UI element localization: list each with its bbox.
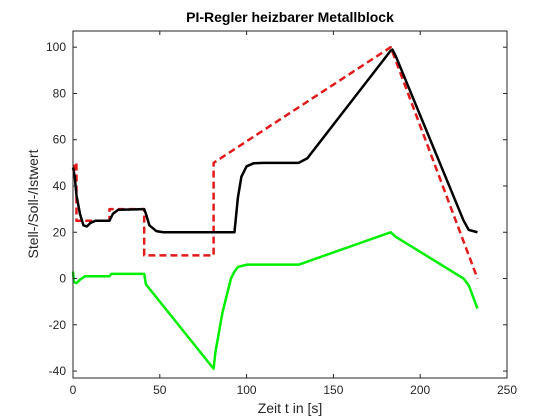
y-tick-label: -40 — [49, 364, 67, 378]
x-tick-label: 150 — [323, 383, 343, 397]
x-tick-label: 100 — [237, 383, 257, 397]
series-line-control — [71, 231, 479, 370]
plot-area — [73, 31, 507, 378]
series-layer — [71, 45, 479, 370]
series-line-setpoint — [73, 45, 479, 279]
y-tick-label: 0 — [59, 272, 66, 286]
y-tick-label: 80 — [53, 86, 67, 100]
chart-title: PI-Regler heizbarer Metallblock — [186, 9, 394, 25]
y-tick-label: -20 — [49, 318, 67, 332]
x-tick-label: 200 — [410, 383, 430, 397]
y-tick-label: 40 — [53, 179, 67, 193]
axes-box — [72, 30, 508, 379]
y-tick-label: 100 — [46, 40, 66, 54]
series-line-actual — [71, 48, 478, 234]
x-tick-label: 0 — [70, 383, 77, 397]
y-tick-label: 60 — [53, 133, 67, 147]
x-axis-title: Zeit t in [s] — [258, 400, 323, 416]
x-tick-label: 50 — [153, 383, 167, 397]
axes-layer: 0 50 100 150 200 250 -40 -20 0 20 40 60 80 100 — [46, 30, 517, 397]
y-axis-title: Stell-/Soll-/Istwert — [25, 149, 41, 258]
x-tick-label: 250 — [497, 383, 517, 397]
y-tick-label: 20 — [53, 225, 67, 239]
